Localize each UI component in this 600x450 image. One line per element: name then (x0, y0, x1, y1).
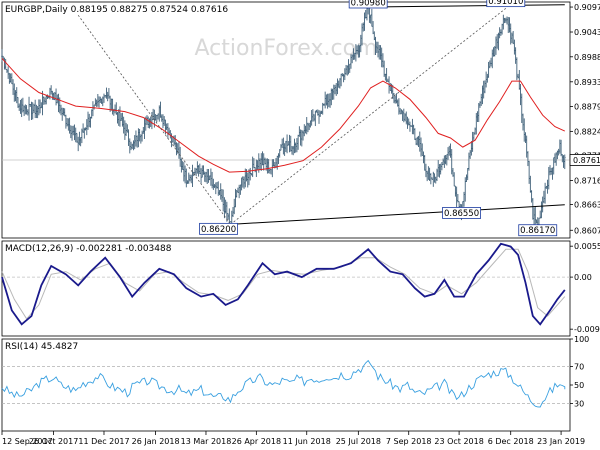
macd-pane-frame (1, 240, 571, 337)
price-tick-label: 0.89335 (574, 78, 600, 87)
x-tick-label: 26 Jan 2018 (132, 437, 180, 446)
rsi-pane-frame (1, 338, 571, 432)
rsi-tick-label: 100 (574, 335, 589, 344)
price-pane-frame (1, 1, 571, 239)
macd-tick-label: 0.005567 (574, 242, 600, 251)
ohlc-bars (1, 1, 566, 233)
annotation-box (518, 224, 558, 237)
annotation-box (348, 0, 388, 9)
price-annotation: 0.90980 (348, 0, 388, 9)
rsi-tick-label: 50 (574, 381, 584, 390)
trendline (77, 14, 231, 225)
x-tick-label: 11 Jun 2018 (283, 437, 331, 446)
annotation-label: 0.90980 (351, 0, 386, 9)
price-tick-label: 0.86635 (574, 201, 600, 210)
macd-title: MACD(12,26,9) -0.002281 -0.003488 (5, 244, 172, 254)
watermark: ActionForex.com (195, 36, 378, 61)
price-tick-label: 0.88245 (574, 127, 600, 136)
price-tick-label: 0.87165 (574, 176, 600, 185)
annotation-label: 0.86200 (201, 225, 236, 235)
annotation-box (199, 222, 238, 235)
annotation-label: 0.86550 (444, 209, 479, 219)
last-price-box (569, 154, 600, 166)
price-annotation: 0.91010 (486, 0, 526, 8)
rsi-tick-label: 30 (574, 399, 584, 408)
annotation-box (442, 207, 481, 219)
x-tick-label: 13 Mar 2018 (181, 437, 232, 446)
macd-tick-label: -0.00937 (574, 325, 600, 334)
macd-line (1, 242, 566, 326)
macd-tick-label: 0.00 (574, 273, 592, 282)
moving-average-line (1, 58, 566, 173)
price-annotation: 0.86550 (442, 207, 481, 219)
annotation-label: 0.91010 (488, 0, 523, 7)
trendline (368, 4, 565, 8)
x-tick-label: 6 Dec 2018 (488, 437, 534, 446)
price-annotation: 0.86200 (199, 222, 238, 235)
annotation-label: 0.86170 (520, 226, 555, 236)
ohlc-bar (563, 154, 566, 170)
x-tick-label: 23 Oct 2018 (434, 437, 483, 446)
x-tick-label: 7 Sep 2018 (386, 437, 432, 446)
annotation-box (486, 0, 526, 8)
last-price-label: 0.87616 (573, 156, 600, 165)
x-tick-label: 26 Oct 2017 (29, 437, 78, 446)
x-tick-label: 25 Jul 2018 (336, 437, 381, 446)
last-price-tag: 0.87616 (569, 154, 600, 166)
trendline (230, 204, 565, 225)
rsi-tick-label: 70 (574, 363, 584, 372)
x-tick-label: 23 Jan 2019 (537, 437, 585, 446)
x-tick-label: 11 Dec 2017 (78, 437, 129, 446)
rsi-line (1, 359, 566, 408)
rsi-title: RSI(14) 45.4827 (5, 342, 78, 352)
price-tick-label: 0.90979 (574, 3, 600, 12)
price-tick-label: 0.89885 (574, 53, 600, 62)
price-annotation: 0.86170 (518, 224, 558, 237)
x-tick-label: 26 Apr 2018 (232, 437, 281, 446)
x-tick-label: 12 Sep 2017 (2, 437, 53, 446)
price-title: EURGBP,Daily 0.88195 0.88275 0.87524 0.8… (5, 5, 228, 15)
